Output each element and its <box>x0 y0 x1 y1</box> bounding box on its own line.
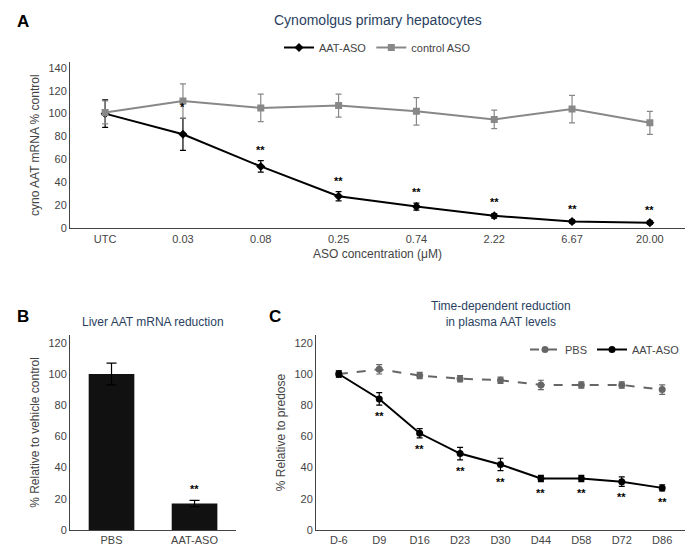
svg-text:0.03: 0.03 <box>172 233 193 245</box>
svg-text:D9: D9 <box>372 534 386 546</box>
svg-text:D44: D44 <box>531 534 551 546</box>
svg-text:B: B <box>17 307 29 326</box>
svg-text:60: 60 <box>301 430 313 442</box>
svg-text:0: 0 <box>307 524 313 536</box>
svg-text:D72: D72 <box>612 534 632 546</box>
svg-text:20: 20 <box>55 199 67 211</box>
svg-text:40: 40 <box>55 461 67 473</box>
svg-text:C: C <box>269 307 281 326</box>
svg-text:0: 0 <box>61 222 67 234</box>
svg-text:PBS: PBS <box>565 344 587 356</box>
svg-text:**: ** <box>456 465 465 477</box>
svg-text:UTC: UTC <box>94 233 117 245</box>
svg-text:100: 100 <box>48 107 66 119</box>
svg-text:**: ** <box>536 487 545 499</box>
svg-text:80: 80 <box>55 399 67 411</box>
svg-text:control ASO: control ASO <box>411 42 470 54</box>
svg-text:120: 120 <box>48 85 66 97</box>
svg-text:Liver AAT mRNA reduction: Liver AAT mRNA reduction <box>82 315 224 329</box>
svg-text:cyno AAT mRNA % control: cyno AAT mRNA % control <box>28 74 42 216</box>
svg-text:PBS: PBS <box>101 534 123 546</box>
svg-text:**: ** <box>490 196 499 208</box>
svg-text:**: ** <box>568 203 577 215</box>
svg-text:**: ** <box>256 144 265 156</box>
svg-text:0: 0 <box>61 524 67 536</box>
svg-text:140: 140 <box>48 62 66 74</box>
svg-text:20.00: 20.00 <box>636 233 664 245</box>
svg-text:6.67: 6.67 <box>561 233 582 245</box>
svg-text:D23: D23 <box>450 534 470 546</box>
svg-text:D86: D86 <box>652 534 672 546</box>
svg-text:100: 100 <box>294 368 312 380</box>
svg-text:0.25: 0.25 <box>328 233 349 245</box>
svg-text:Time-dependent reductionin pla: Time-dependent reductionin plasma AAT le… <box>431 299 571 329</box>
svg-text:AAT-ASO: AAT-ASO <box>171 534 218 546</box>
svg-text:**: ** <box>645 204 654 216</box>
svg-text:120: 120 <box>48 337 66 349</box>
svg-text:20: 20 <box>301 493 313 505</box>
svg-text:% Relative to vehicle control: % Relative to vehicle control <box>28 357 42 508</box>
svg-text:60: 60 <box>55 153 67 165</box>
svg-text:**: ** <box>375 410 384 422</box>
svg-text:Cynomolgus primary hepatocytes: Cynomolgus primary hepatocytes <box>274 12 482 28</box>
svg-text:80: 80 <box>55 130 67 142</box>
svg-text:**: ** <box>658 496 667 508</box>
svg-text:20: 20 <box>55 493 67 505</box>
svg-text:60: 60 <box>55 430 67 442</box>
svg-text:D-6: D-6 <box>330 534 348 546</box>
svg-text:**: ** <box>334 175 343 187</box>
svg-text:40: 40 <box>301 461 313 473</box>
svg-text:**: ** <box>617 491 626 503</box>
svg-text:**: ** <box>496 476 505 488</box>
svg-text:A: A <box>17 12 29 31</box>
svg-text:**: ** <box>577 487 586 499</box>
svg-text:D58: D58 <box>571 534 591 546</box>
svg-text:2.22: 2.22 <box>484 233 505 245</box>
svg-text:**: ** <box>415 443 424 455</box>
svg-text:80: 80 <box>301 399 313 411</box>
svg-text:*: * <box>180 101 185 113</box>
svg-text:D30: D30 <box>490 534 510 546</box>
svg-text:120: 120 <box>294 337 312 349</box>
svg-text:0.74: 0.74 <box>406 233 427 245</box>
svg-text:AAT-ASO: AAT-ASO <box>632 344 679 356</box>
svg-text:0.08: 0.08 <box>250 233 271 245</box>
svg-text:**: ** <box>190 483 199 495</box>
svg-text:100: 100 <box>48 368 66 380</box>
svg-text:40: 40 <box>55 176 67 188</box>
svg-text:AAT-ASO: AAT-ASO <box>319 42 366 54</box>
svg-text:% Relative to predose: % Relative to predose <box>274 373 288 491</box>
svg-text:**: ** <box>412 186 421 198</box>
svg-text:D16: D16 <box>410 534 430 546</box>
svg-text:ASO concentration (μM): ASO concentration (μM) <box>313 247 442 261</box>
